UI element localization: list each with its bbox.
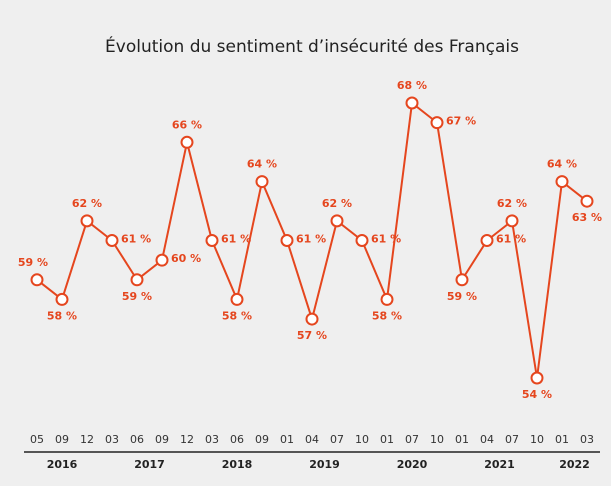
value-label: 62 % bbox=[72, 197, 102, 210]
x-tick-label: 10 bbox=[430, 433, 444, 446]
value-label: 66 % bbox=[172, 118, 202, 131]
value-label: 61 % bbox=[371, 233, 401, 246]
value-label: 59 % bbox=[447, 290, 477, 303]
x-tick-label: 03 bbox=[105, 433, 119, 446]
x-tick-label: 07 bbox=[330, 433, 344, 446]
value-label: 62 % bbox=[322, 197, 352, 210]
x-group-label: 2018 bbox=[222, 458, 253, 471]
x-tick-label: 06 bbox=[230, 433, 244, 446]
point bbox=[55, 292, 69, 306]
value-label: 61 % bbox=[496, 233, 526, 246]
value-label: 58 % bbox=[372, 309, 402, 322]
point bbox=[105, 234, 119, 247]
x-group-label: 2017 bbox=[134, 458, 165, 471]
point bbox=[405, 96, 419, 110]
point bbox=[530, 371, 544, 385]
point bbox=[430, 116, 444, 130]
point bbox=[355, 234, 369, 247]
value-label: 54 % bbox=[522, 388, 552, 401]
point bbox=[480, 234, 494, 247]
x-tick-label: 09 bbox=[255, 433, 269, 446]
value-label: 58 % bbox=[222, 309, 252, 322]
x-tick-label: 12 bbox=[180, 433, 194, 446]
point bbox=[305, 312, 319, 326]
x-group-label: 2020 bbox=[397, 458, 428, 471]
point bbox=[230, 292, 244, 306]
x-group-label: 2016 bbox=[47, 458, 78, 471]
x-group-label: 2022 bbox=[559, 458, 590, 471]
value-label: 67 % bbox=[446, 115, 476, 128]
value-label: 64 % bbox=[247, 158, 277, 171]
x-tick-label: 04 bbox=[480, 433, 494, 446]
x-tick-label: 03 bbox=[205, 433, 219, 446]
point bbox=[30, 273, 44, 287]
value-label: 68 % bbox=[397, 79, 427, 92]
point bbox=[180, 135, 194, 149]
x-tick-label: 01 bbox=[380, 433, 394, 446]
x-tick-label: 03 bbox=[580, 433, 594, 446]
value-label: 59 % bbox=[122, 290, 152, 303]
x-tick-label: 07 bbox=[505, 433, 519, 446]
point bbox=[80, 214, 94, 228]
point bbox=[380, 292, 394, 306]
value-label: 59 % bbox=[18, 256, 48, 269]
x-group-label: 2021 bbox=[484, 458, 515, 471]
x-group-label: 2019 bbox=[309, 458, 340, 471]
value-label: 57 % bbox=[297, 329, 327, 342]
x-tick-label: 01 bbox=[555, 433, 569, 446]
x-tick-label: 07 bbox=[405, 433, 419, 446]
x-tick-label: 04 bbox=[305, 433, 319, 446]
x-tick-label: 10 bbox=[355, 433, 369, 446]
value-label: 61 % bbox=[121, 233, 151, 246]
x-tick-label: 10 bbox=[530, 433, 544, 446]
point bbox=[255, 175, 269, 189]
x-tick-label: 09 bbox=[155, 433, 169, 446]
value-label: 61 % bbox=[296, 233, 326, 246]
x-tick-label: 12 bbox=[80, 433, 94, 446]
point bbox=[205, 234, 219, 247]
value-label: 64 % bbox=[547, 158, 577, 171]
value-label: 58 % bbox=[47, 309, 77, 322]
point bbox=[280, 234, 294, 247]
x-tick-label: 06 bbox=[130, 433, 144, 446]
point bbox=[580, 194, 594, 208]
point bbox=[555, 175, 569, 189]
x-tick-label: 09 bbox=[55, 433, 69, 446]
point bbox=[155, 253, 169, 267]
chart-title: Évolution du sentiment d’insécurité des … bbox=[105, 35, 519, 57]
point bbox=[130, 273, 144, 287]
point bbox=[455, 273, 469, 287]
x-tick-label: 05 bbox=[30, 433, 44, 446]
value-label: 62 % bbox=[497, 197, 527, 210]
x-tick-label: 01 bbox=[280, 433, 294, 446]
point bbox=[505, 214, 519, 228]
value-label: 60 % bbox=[171, 252, 201, 265]
value-label: 61 % bbox=[221, 233, 251, 246]
x-tick-label: 01 bbox=[455, 433, 469, 446]
value-label: 63 % bbox=[572, 211, 602, 224]
point bbox=[330, 214, 344, 228]
